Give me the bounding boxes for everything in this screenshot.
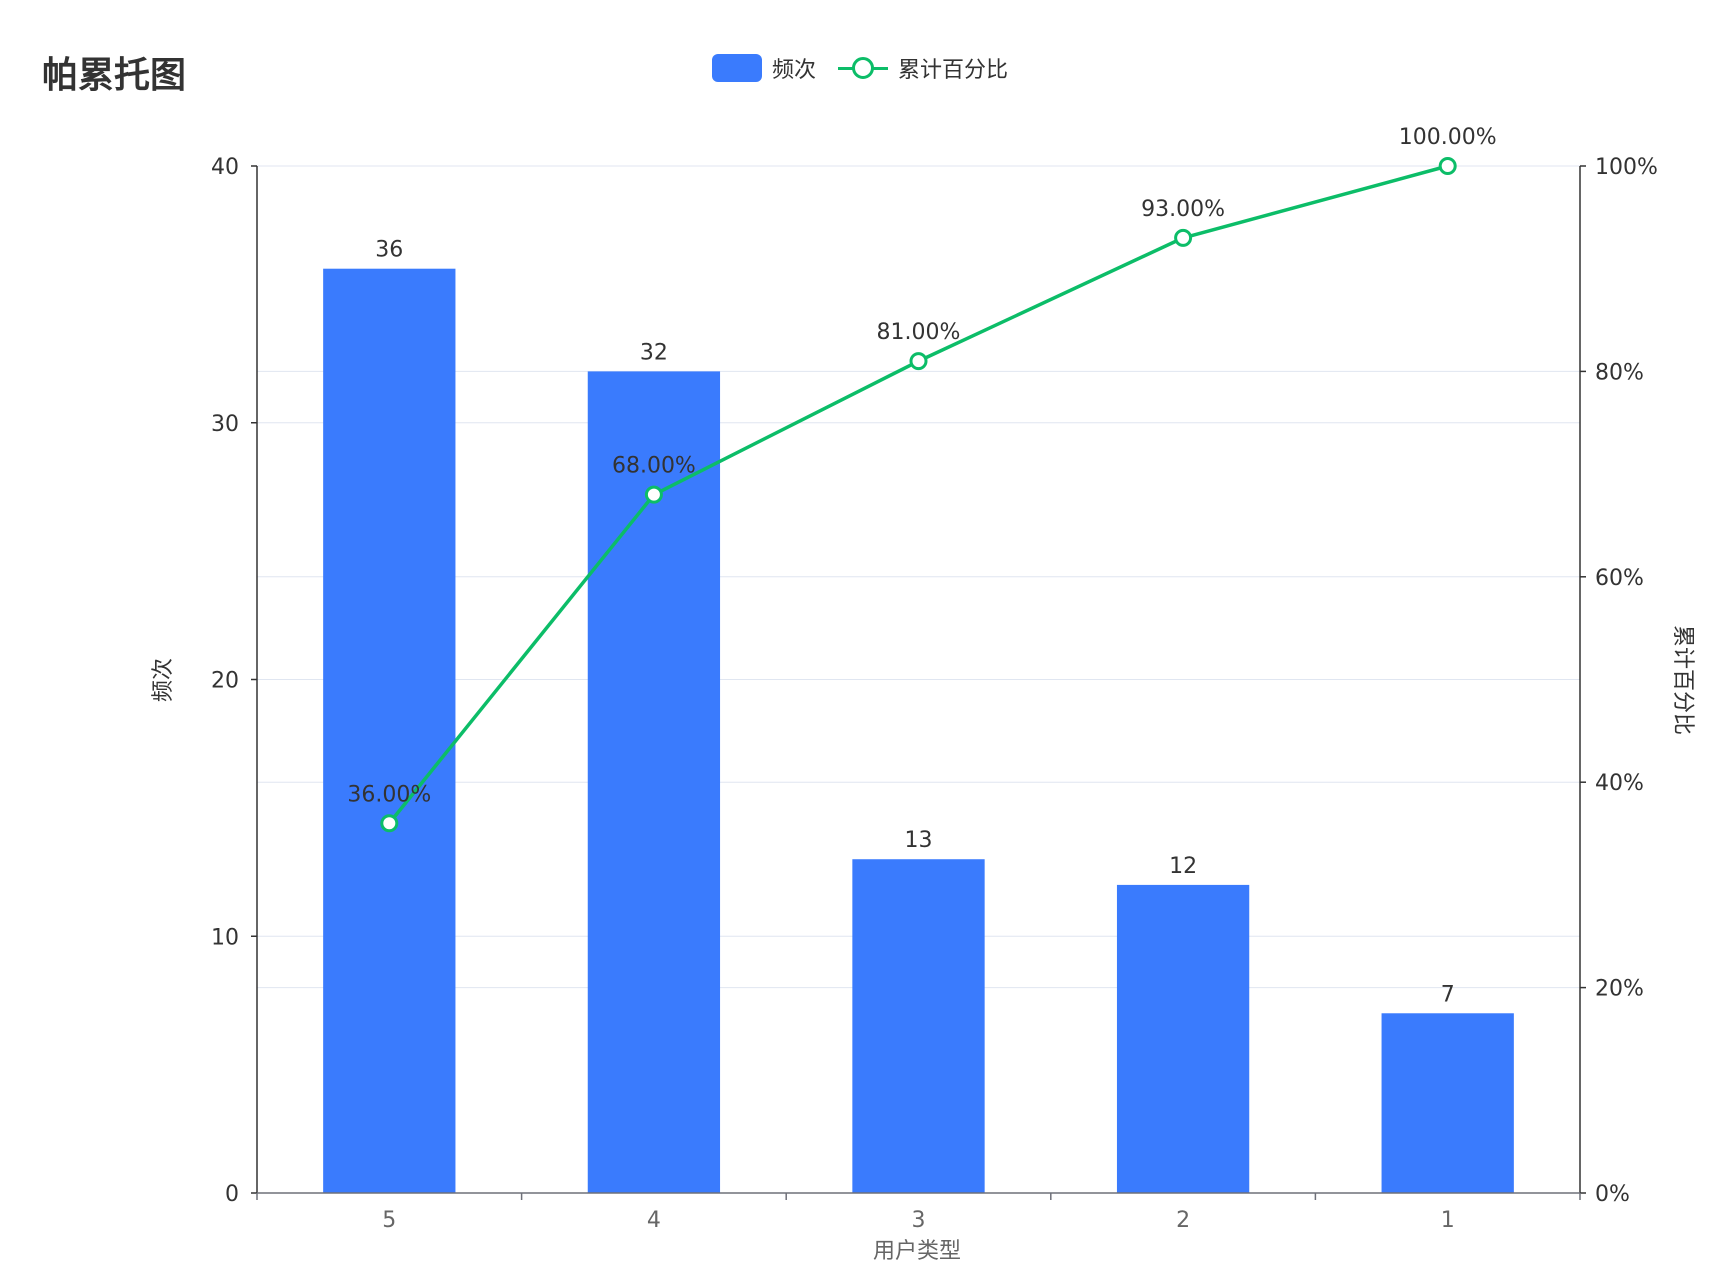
- line-value-label: 81.00%: [877, 320, 961, 345]
- y-tick-label: 20: [211, 669, 239, 694]
- bar-value-label: 13: [905, 828, 933, 853]
- bar-series: [323, 268, 1514, 1193]
- x-tick-label: 3: [912, 1208, 926, 1233]
- gridlines: [257, 165, 1580, 989]
- x-axis-title: 用户类型: [873, 1239, 961, 1264]
- line-point: [1438, 157, 1457, 175]
- y-tick-label: 0: [225, 1182, 239, 1207]
- line-point: [644, 485, 663, 504]
- y-tick-label: 10: [211, 925, 239, 950]
- line-value-label: 36.00%: [347, 782, 431, 807]
- y2-tick-label: 20%: [1595, 977, 1644, 1002]
- bar: [852, 859, 985, 1193]
- y2-tick-label: 40%: [1595, 771, 1644, 796]
- line-value-label: 68.00%: [612, 454, 696, 479]
- bar: [323, 268, 456, 1193]
- y-axis-title: 频次: [151, 658, 176, 702]
- legend-line-swatch: [838, 54, 888, 82]
- bar: [587, 371, 721, 1193]
- y2-tick-label: 80%: [1595, 360, 1644, 385]
- line-point: [380, 814, 399, 833]
- data-labels: 36 32 13 12 7 36.00% 68.00% 81.00% 93.00% 100.00%: [347, 125, 1496, 1007]
- bar-value-label: 36: [375, 238, 403, 263]
- x-tick-label: 1: [1441, 1208, 1455, 1233]
- line-point: [1174, 228, 1193, 247]
- legend-label-frequency: 频次: [771, 58, 816, 83]
- y2-tick-label: 0%: [1595, 1182, 1630, 1207]
- y2-tick-label: 100%: [1595, 155, 1658, 180]
- line-value-label: 100.00%: [1399, 125, 1497, 150]
- bar-value-label: 32: [640, 340, 668, 365]
- legend: 频次 累计百分比: [0, 52, 1710, 84]
- chart-title: 帕累托图: [42, 55, 187, 96]
- legend-bar-swatch: [711, 54, 762, 82]
- line-series: [380, 157, 1457, 833]
- bar: [1381, 1013, 1514, 1193]
- x-tick-label: 5: [382, 1208, 396, 1233]
- bar-value-label: 7: [1441, 982, 1455, 1007]
- y-tick-label: 40: [211, 155, 239, 180]
- legend-item-frequency[interactable]: 频次: [711, 52, 816, 84]
- bar: [1116, 884, 1250, 1193]
- legend-label-cumulative: 累计百分比: [898, 58, 1009, 83]
- bar-value-label: 12: [1169, 854, 1197, 879]
- cumulative-line: [387, 164, 1449, 825]
- y-tick-label: 30: [211, 412, 239, 437]
- y2-tick-label: 60%: [1595, 566, 1644, 591]
- legend-item-cumulative[interactable]: 累计百分比: [838, 52, 1008, 84]
- line-value-label: 93.00%: [1141, 197, 1225, 222]
- x-tick-label: 4: [647, 1208, 661, 1233]
- line-point: [909, 352, 928, 371]
- x-tick-label: 2: [1176, 1208, 1190, 1233]
- y2-axis-title: 累计百分比: [1670, 625, 1695, 735]
